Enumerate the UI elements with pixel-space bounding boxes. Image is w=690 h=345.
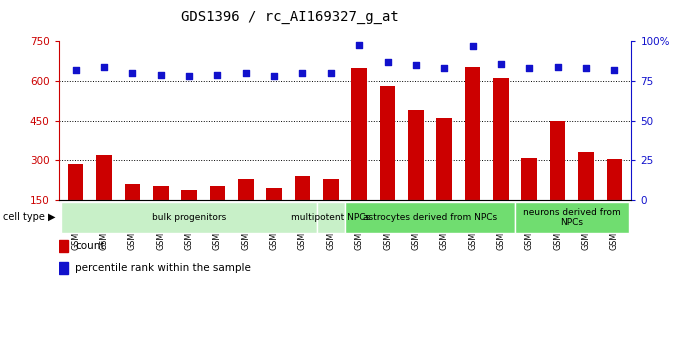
- Bar: [59, 262, 68, 274]
- Bar: [408, 110, 424, 240]
- Bar: [465, 67, 480, 240]
- Point: [354, 42, 365, 47]
- Text: cell type ▶: cell type ▶: [3, 213, 55, 222]
- Text: GDS1396 / rc_AI169327_g_at: GDS1396 / rc_AI169327_g_at: [181, 10, 399, 24]
- Bar: [266, 188, 282, 240]
- Bar: [437, 118, 452, 240]
- Bar: [351, 68, 367, 240]
- Bar: [295, 176, 310, 240]
- Point: [184, 73, 195, 79]
- Text: multipotent NPCs: multipotent NPCs: [291, 213, 371, 222]
- Bar: [578, 152, 594, 240]
- Bar: [522, 158, 537, 240]
- Bar: [317, 202, 345, 233]
- Point: [70, 67, 81, 73]
- Bar: [607, 159, 622, 240]
- Point: [609, 67, 620, 73]
- Bar: [238, 179, 253, 240]
- Point: [212, 72, 223, 78]
- Point: [268, 73, 279, 79]
- Text: percentile rank within the sample: percentile rank within the sample: [75, 263, 251, 273]
- Point: [467, 43, 478, 49]
- Bar: [550, 121, 565, 240]
- Bar: [323, 179, 339, 240]
- Point: [240, 70, 251, 76]
- Bar: [125, 184, 140, 240]
- Bar: [96, 155, 112, 240]
- Bar: [210, 186, 225, 240]
- Text: astrocytes derived from NPCs: astrocytes derived from NPCs: [363, 213, 497, 222]
- Point: [382, 59, 393, 65]
- Bar: [515, 202, 629, 233]
- Point: [580, 66, 591, 71]
- Text: count: count: [75, 241, 105, 251]
- Bar: [181, 189, 197, 240]
- Bar: [59, 240, 68, 252]
- Point: [155, 72, 166, 78]
- Bar: [380, 86, 395, 240]
- Point: [411, 62, 422, 68]
- Point: [495, 61, 506, 66]
- Text: bulk progenitors: bulk progenitors: [152, 213, 226, 222]
- Bar: [61, 202, 317, 233]
- Point: [439, 66, 450, 71]
- Text: neurons derived from
NPCs: neurons derived from NPCs: [523, 208, 621, 227]
- Point: [297, 70, 308, 76]
- Point: [524, 66, 535, 71]
- Bar: [493, 78, 509, 240]
- Bar: [68, 164, 83, 240]
- Point: [552, 64, 563, 70]
- Bar: [345, 202, 515, 233]
- Point: [325, 70, 336, 76]
- Point: [99, 64, 110, 70]
- Bar: [153, 186, 168, 240]
- Point: [127, 70, 138, 76]
